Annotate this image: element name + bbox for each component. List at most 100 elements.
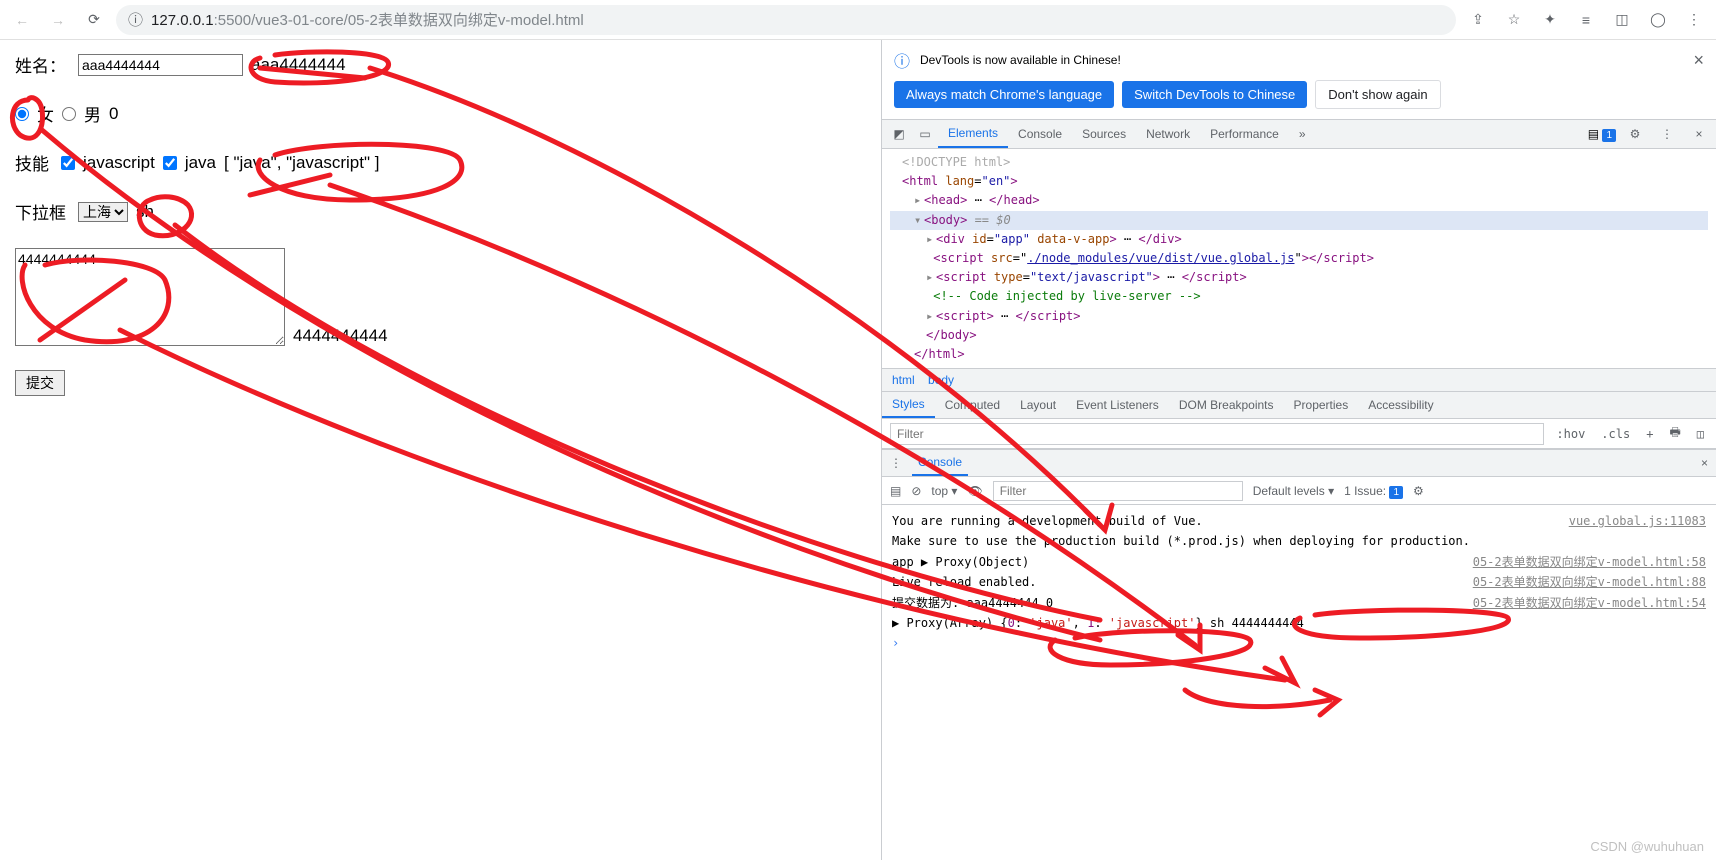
drawer-close-icon[interactable]: × — [1701, 456, 1708, 470]
dom-line: <!DOCTYPE html> — [890, 153, 1708, 172]
settings-icon[interactable]: ⚙ — [1622, 127, 1648, 141]
print-icon[interactable]: 🖶 — [1665, 421, 1684, 446]
label-male: 男 — [84, 101, 101, 126]
dom-line: <!-- Code injected by live-server --> — [890, 287, 1708, 306]
crumb-body[interactable]: body — [928, 373, 954, 387]
tab-dom-breakpoints[interactable]: DOM Breakpoints — [1169, 392, 1284, 418]
submit-row: 提交 — [15, 370, 866, 396]
cls-button[interactable]: .cls — [1597, 425, 1634, 443]
dom-line: </html> — [890, 345, 1708, 364]
issues-icon[interactable]: ▤ 1 — [1588, 127, 1616, 141]
tab-network[interactable]: Network — [1136, 120, 1200, 148]
dom-line: ▸<script type="text/javascript"> ⋯ </scr… — [890, 268, 1708, 287]
label-js: javascript — [83, 153, 155, 173]
panel-toggle-icon[interactable]: ◫ — [1693, 425, 1708, 443]
tab-layout[interactable]: Layout — [1010, 392, 1066, 418]
console-sidebar-icon[interactable]: ▤ — [890, 484, 901, 498]
console-settings-icon[interactable]: ⚙ — [1413, 484, 1424, 498]
close-devtools-icon[interactable]: × — [1686, 127, 1712, 141]
devtools-banner: ⓘ DevTools is now available in Chinese! … — [882, 40, 1716, 80]
console-toolbar: ▤ ⊘ top ▾ 👁 Default levels ▾ 1 Issue: 1 … — [882, 477, 1716, 505]
tab-sources[interactable]: Sources — [1072, 120, 1136, 148]
devtools-tabs: ◩ ▭ Elements Console Sources Network Per… — [882, 119, 1716, 149]
console-filter-input[interactable] — [993, 481, 1243, 501]
name-row: 姓名： aaa4444444 — [15, 52, 866, 77]
drawer-menu-icon[interactable]: ⋮ — [890, 456, 902, 470]
radio-female[interactable] — [15, 107, 29, 121]
tab-performance[interactable]: Performance — [1200, 120, 1289, 148]
match-language-button[interactable]: Always match Chrome's language — [894, 81, 1114, 108]
info-icon: ⓘ — [894, 48, 910, 72]
label-java: java — [185, 153, 216, 173]
styles-filter-input[interactable] — [890, 423, 1544, 445]
console-output[interactable]: You are running a development build of V… — [882, 505, 1716, 860]
back-button[interactable]: ← — [8, 6, 36, 34]
tab-properties[interactable]: Properties — [1284, 392, 1359, 418]
dom-line-selected[interactable]: ▾<body> == $0 — [890, 211, 1708, 230]
url-bar[interactable]: ⓘ 127.0.0.1:5500/vue3-01-core/05-2表单数据双向… — [116, 5, 1456, 35]
textarea-echo: 4444444444 — [293, 326, 388, 346]
label-female: 女 — [37, 101, 54, 126]
checkbox-js[interactable] — [61, 156, 75, 170]
device-icon[interactable]: ▭ — [912, 127, 938, 141]
clear-console-icon[interactable]: ⊘ — [911, 484, 921, 498]
profile-icon[interactable]: ◯ — [1644, 6, 1672, 34]
name-echo: aaa4444444 — [251, 55, 346, 75]
elements-breadcrumb: html body — [882, 368, 1716, 391]
banner-close-icon[interactable]: × — [1693, 50, 1704, 71]
content-area: 姓名： aaa4444444 女 男 0 技能 javascript java … — [0, 40, 1716, 860]
kebab-icon[interactable]: ⋮ — [1654, 127, 1680, 141]
switch-chinese-button[interactable]: Switch DevTools to Chinese — [1122, 81, 1307, 108]
console-log: app ▶ Proxy(Object) 05-2表单数据双向绑定v-model.… — [892, 552, 1706, 572]
drawer-tab-console[interactable]: Console — [912, 450, 968, 476]
tab-accessibility[interactable]: Accessibility — [1358, 392, 1443, 418]
tab-elements[interactable]: Elements — [938, 120, 1008, 148]
checkbox-java[interactable] — [163, 156, 177, 170]
submit-button[interactable]: 提交 — [15, 370, 65, 396]
forward-button[interactable]: → — [44, 6, 72, 34]
context-selector[interactable]: top ▾ — [931, 484, 957, 498]
dom-line: <html lang="en"> — [890, 172, 1708, 191]
playlist-icon[interactable]: ≡ — [1572, 6, 1600, 34]
styles-filter-bar: :hov .cls + 🖶 ◫ — [882, 419, 1716, 449]
elements-tree[interactable]: <!DOCTYPE html> <html lang="en"> ▸<head>… — [882, 149, 1716, 368]
devtools-banner-buttons: Always match Chrome's language Switch De… — [882, 80, 1716, 119]
dom-line: </body> — [890, 326, 1708, 345]
panel-icon[interactable]: ◫ — [1608, 6, 1636, 34]
gender-echo: 0 — [109, 104, 118, 124]
menu-icon[interactable]: ⋮ — [1680, 6, 1708, 34]
share-icon[interactable]: ⇪ — [1464, 6, 1492, 34]
extensions-icon[interactable]: ✦ — [1536, 6, 1564, 34]
hov-button[interactable]: :hov — [1552, 425, 1589, 443]
tab-more[interactable]: » — [1289, 120, 1316, 148]
radio-male[interactable] — [62, 107, 76, 121]
crumb-html[interactable]: html — [892, 373, 915, 387]
console-prompt[interactable]: › — [892, 633, 1706, 653]
tab-console[interactable]: Console — [1008, 120, 1072, 148]
name-input[interactable] — [78, 54, 243, 76]
dom-line: <script src="./node_modules/vue/dist/vue… — [890, 249, 1708, 268]
reload-button[interactable]: ⟳ — [80, 6, 108, 34]
textarea-input[interactable]: 4444444444 — [15, 248, 285, 346]
levels-selector[interactable]: Default levels ▾ — [1253, 484, 1334, 498]
tab-styles[interactable]: Styles — [882, 392, 935, 418]
dom-line: ▸<div id="app" data-v-app> ⋯ </div> — [890, 230, 1708, 249]
console-log: 提交数据为: aaa4444444 0 05-2表单数据双向绑定v-model.… — [892, 593, 1706, 613]
inspect-icon[interactable]: ◩ — [886, 127, 912, 141]
tab-computed[interactable]: Computed — [935, 392, 1010, 418]
page-content: 姓名： aaa4444444 女 男 0 技能 javascript java … — [0, 40, 881, 860]
eye-icon[interactable]: 👁 — [967, 484, 982, 498]
city-select[interactable]: 上海 — [78, 202, 128, 222]
skills-label: 技能 — [15, 150, 49, 175]
select-row: 下拉框 上海 sh — [15, 199, 866, 224]
name-label: 姓名： — [15, 52, 66, 77]
tab-listeners[interactable]: Event Listeners — [1066, 392, 1169, 418]
issues-link[interactable]: 1 Issue: 1 — [1344, 484, 1403, 498]
skills-echo: [ "java", "javascript" ] — [224, 153, 379, 173]
console-log: Live reload enabled. 05-2表单数据双向绑定v-model… — [892, 572, 1706, 592]
dont-show-button[interactable]: Don't show again — [1315, 80, 1440, 109]
url-text: 127.0.0.1:5500/vue3-01-core/05-2表单数据双向绑定… — [151, 9, 584, 30]
banner-text: DevTools is now available in Chinese! — [920, 53, 1121, 67]
add-rule-icon[interactable]: + — [1642, 425, 1657, 443]
star-icon[interactable]: ☆ — [1500, 6, 1528, 34]
